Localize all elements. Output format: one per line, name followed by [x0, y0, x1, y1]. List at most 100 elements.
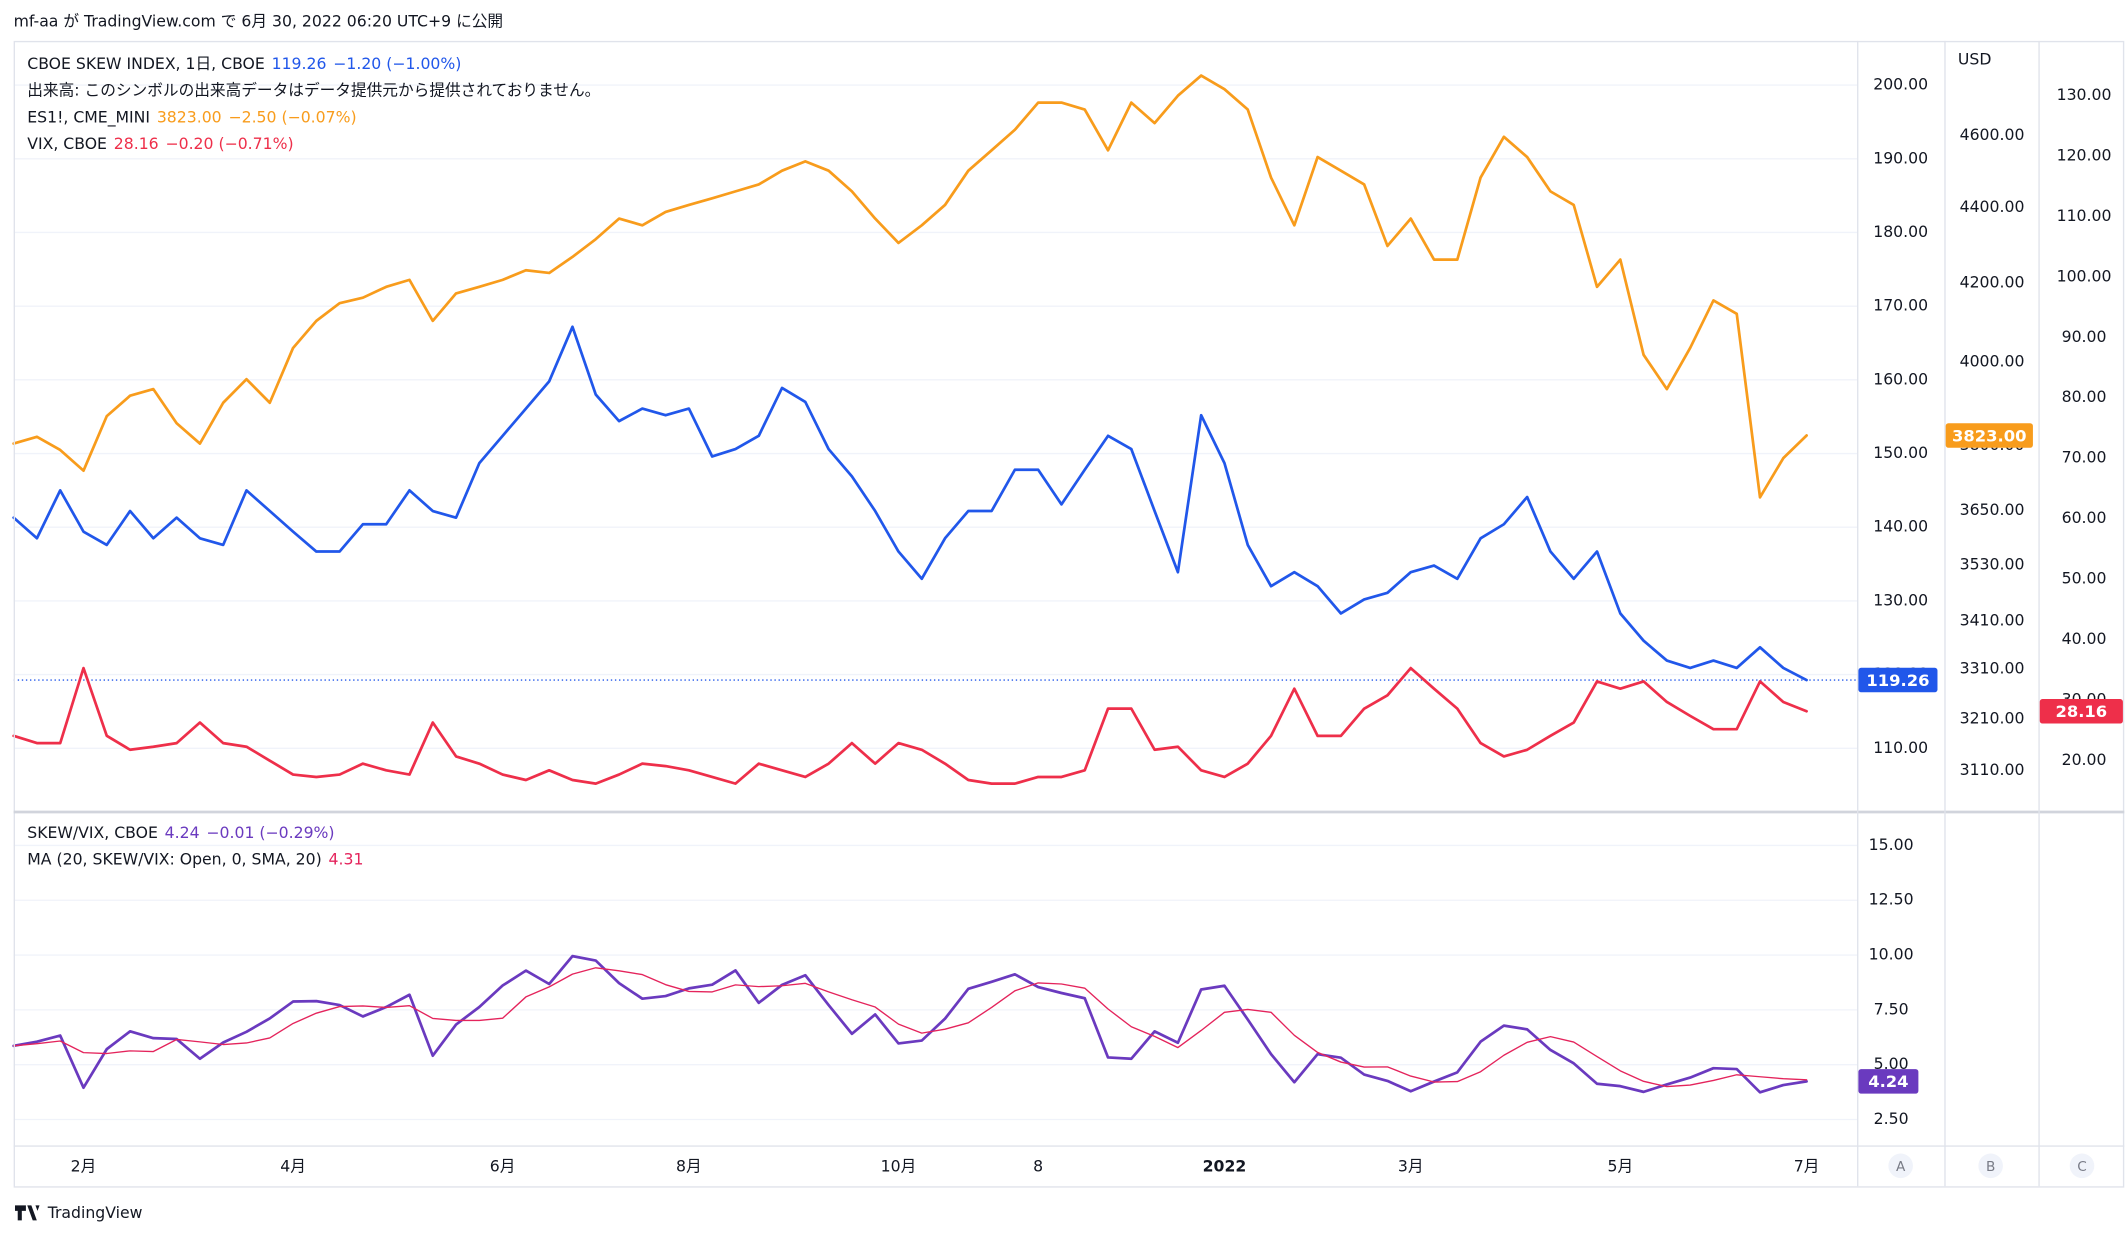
legend-entry: CBOE SKEW INDEX, 1日, CBOE 119.26 −1.20 (−1…: [27, 54, 461, 73]
y-tick-label: 3650.00: [1960, 500, 2025, 519]
scale-button-label[interactable]: C: [2077, 1159, 2087, 1175]
footer-brand: TradingView: [47, 1203, 143, 1222]
y-tick-label: 50.00: [2062, 569, 2107, 588]
y-tick-label: 160.00: [1873, 369, 1928, 388]
legend-note: 出来高: このシンボルの出来高データはデータ提供元から提供されておりません。: [27, 80, 600, 99]
y-tick-label: 150.00: [1873, 443, 1928, 462]
y-tick-label: 3410.00: [1960, 610, 2025, 629]
price-tag-label: 119.26: [1866, 671, 1929, 690]
y-tick-label: 120.00: [2057, 145, 2112, 164]
y-tick-label: 170.00: [1873, 296, 1928, 315]
y-tick-label: 4600.00: [1960, 125, 2025, 144]
series-line: [12, 325, 1808, 682]
x-tick-label: 4月: [280, 1157, 306, 1176]
scale-button[interactable]: [1888, 1153, 1913, 1179]
y-tick-label: 3110.00: [1960, 760, 2025, 779]
series-line: [12, 666, 1808, 785]
legend-name: MA (20, SKEW/VIX: Open, 0, SMA, 20): [27, 849, 321, 868]
y-tick-label: 110.00: [2057, 206, 2112, 225]
tradingview-logo: TradingView: [14, 1203, 143, 1222]
y-tick-label: 15.00: [1869, 835, 1914, 854]
y-tick-label: 4400.00: [1960, 197, 2025, 216]
scale-button[interactable]: [2069, 1153, 2095, 1179]
legend-value: 4.24: [165, 823, 200, 842]
y-tick-label: 2.50: [1874, 1109, 1909, 1128]
y-tick-label: 130.00: [2057, 85, 2112, 104]
y-tick-label: 70.00: [2062, 448, 2107, 467]
legend-name: CBOE SKEW INDEX, 1日, CBOE: [27, 54, 265, 73]
scale-button[interactable]: [1978, 1153, 2003, 1179]
y-tick-label: 140.00: [1873, 517, 1928, 536]
legend-value: 3823.00: [157, 107, 222, 126]
series-line: [12, 967, 1808, 1088]
series-layer: [12, 74, 1858, 1094]
legend-name: ES1!, CME_MINI: [27, 107, 150, 127]
axes-layer: 110.00 120.00 130.00 140.00 150.00 160.00 170.…: [71, 49, 2112, 1179]
x-tick-label: 5月: [1607, 1157, 1633, 1176]
y-tick-label: 110.00: [1873, 738, 1928, 757]
y-tick-label: 3310.00: [1960, 659, 2025, 678]
legend-change: −2.50 (−0.07%): [228, 107, 356, 126]
x-tick-label: 8: [1033, 1157, 1043, 1176]
legend-entry: MA (20, SKEW/VIX: Open, 0, SMA, 20) 4.31: [27, 849, 363, 868]
y-tick-label: 10.00: [1869, 945, 1914, 964]
x-tick-label: 3月: [1398, 1157, 1424, 1176]
legend-value: 28.16: [114, 133, 159, 152]
y-tick-label: 3210.00: [1960, 708, 2025, 727]
y-tick-label: 60.00: [2062, 508, 2107, 527]
x-tick-label: 7月: [1794, 1157, 1820, 1176]
y-tick-label: 20.00: [2062, 750, 2107, 769]
chart-frame: [13, 40, 2125, 1188]
y-tick-label: 7.50: [1874, 999, 1909, 1018]
legend-change: −0.01 (−0.29%): [206, 823, 334, 842]
y-tick-label: 3530.00: [1960, 554, 2025, 573]
y-tick-label: 190.00: [1873, 148, 1928, 167]
price-tag-label: 3823.00: [1952, 426, 2027, 445]
legend-value: 119.26: [272, 54, 327, 73]
y-tick-label: 100.00: [2057, 266, 2112, 285]
grid-layer: [13, 84, 1858, 1121]
series-line: [12, 954, 1808, 1094]
x-tick-label: 2022: [1203, 1157, 1247, 1176]
axis-unit: USD: [1958, 49, 1991, 68]
legend-name: SKEW/VIX, CBOE: [27, 823, 158, 842]
price-tag: [1858, 667, 1938, 693]
x-tick-label: 6月: [490, 1157, 516, 1176]
series-line: [12, 74, 1808, 499]
publish-header: mf-aa が TradingView.com で 6月 30, 2022 06…: [14, 11, 503, 30]
y-tick-label: 40.00: [2062, 629, 2107, 648]
legend-entry: ES1!, CME_MINI 3823.00 −2.50 (−0.07%): [27, 107, 356, 127]
x-tick-label: 2月: [71, 1157, 97, 1176]
y-tick-label: 90.00: [2062, 327, 2107, 346]
y-tick-label: 4200.00: [1960, 272, 2025, 291]
y-tick-label: 200.00: [1873, 75, 1928, 94]
legend-value: 4.31: [329, 849, 364, 868]
scale-button-label[interactable]: A: [1896, 1159, 1906, 1175]
legend-change: −1.20 (−1.00%): [333, 54, 461, 73]
y-tick-label: 5.00: [1874, 1054, 1909, 1073]
y-tick-label: 80.00: [2062, 387, 2107, 406]
y-tick-label: 130.00: [1873, 590, 1928, 609]
legend-layer: CBOE SKEW INDEX, 1日, CBOE 119.26 −1.20 (−1…: [27, 54, 600, 869]
legend-entry: 出来高: このシンボルの出来高データはデータ提供元から提供されておりません。: [27, 80, 600, 99]
legend-change: −0.20 (−0.71%): [165, 133, 293, 152]
logo-mark: [14, 1205, 40, 1221]
price-tag-label: 4.24: [1868, 1072, 1908, 1091]
legend-entry: SKEW/VIX, CBOE 4.24 −0.01 (−0.29%): [27, 823, 334, 842]
x-tick-label: 10月: [881, 1157, 917, 1176]
price-tag: [2039, 699, 2123, 724]
legend-entry: VIX, CBOE 28.16 −0.20 (−0.71%): [27, 133, 293, 152]
price-tag-layer: 119.26 3823.00 28.16 4.24: [1858, 423, 2123, 1094]
y-tick-label: 4000.00: [1960, 352, 2025, 371]
x-tick-label: 8月: [676, 1157, 702, 1176]
price-tag: [1945, 423, 2033, 448]
y-tick-label: 180.00: [1873, 222, 1928, 241]
price-tag-label: 28.16: [2055, 702, 2107, 721]
price-tag: [1858, 1069, 1919, 1094]
legend-name: VIX, CBOE: [27, 133, 107, 152]
scale-button-label[interactable]: B: [1986, 1159, 1995, 1175]
